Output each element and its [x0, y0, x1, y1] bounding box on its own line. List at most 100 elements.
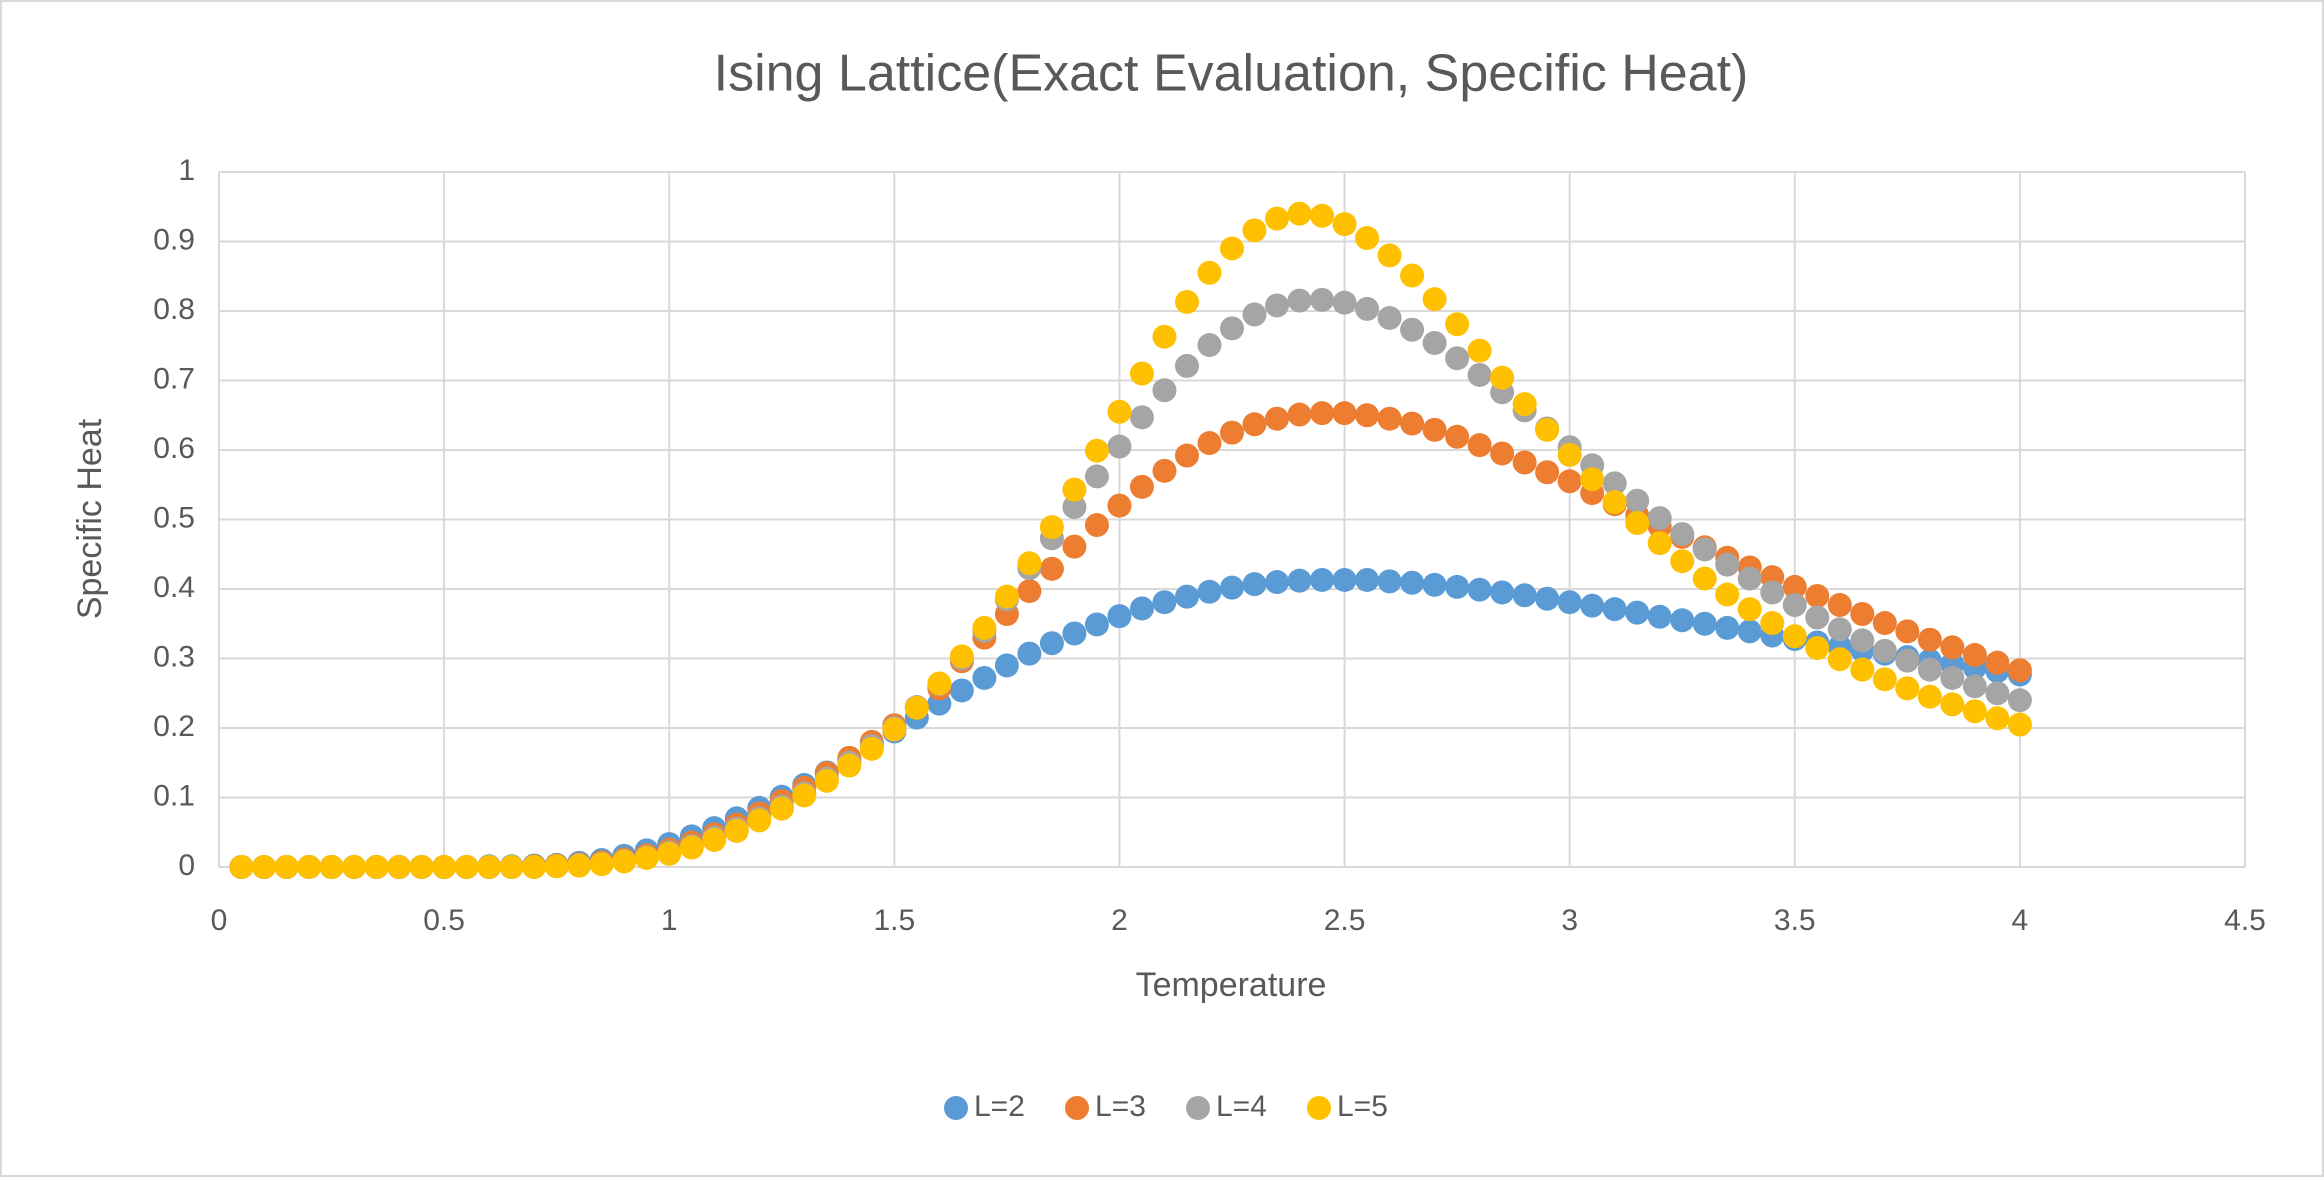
data-point — [1535, 460, 1560, 485]
data-point — [1850, 602, 1875, 627]
data-point — [1827, 617, 1852, 642]
data-point — [1782, 624, 1807, 649]
data-point — [1445, 574, 1470, 599]
legend-label: L=4 — [1216, 1090, 1267, 1123]
data-point — [1310, 287, 1335, 312]
data-point — [1265, 293, 1290, 318]
data-point — [1062, 534, 1087, 559]
data-point — [1602, 490, 1627, 515]
data-point — [1647, 604, 1672, 629]
data-point — [477, 855, 502, 879]
data-point — [1174, 443, 1199, 468]
data-point — [1580, 467, 1605, 492]
data-point — [1580, 593, 1605, 618]
data-point — [859, 736, 884, 761]
data-point — [1084, 464, 1109, 489]
data-point — [1850, 657, 1875, 682]
data-point — [229, 855, 254, 879]
data-point — [1557, 442, 1582, 467]
data-point — [2007, 712, 2032, 737]
data-point — [1355, 226, 1380, 251]
x-tick-label: 0 — [211, 904, 228, 937]
y-tick-label: 0.2 — [153, 710, 195, 743]
data-point — [1422, 330, 1447, 355]
data-point — [1039, 556, 1064, 581]
data-point — [1872, 667, 1897, 692]
data-point — [1512, 392, 1537, 417]
data-point — [567, 853, 592, 878]
data-point — [1535, 417, 1560, 442]
data-point — [1895, 676, 1920, 701]
data-point — [1512, 450, 1537, 475]
data-point — [1872, 611, 1897, 636]
data-point — [769, 796, 794, 821]
data-point — [1152, 590, 1177, 615]
data-point — [972, 615, 997, 640]
data-point — [949, 644, 974, 669]
data-point — [1017, 579, 1042, 604]
data-point — [1422, 417, 1447, 442]
y-tick-label: 0.3 — [153, 640, 195, 673]
data-point — [1377, 569, 1402, 594]
data-point — [1062, 621, 1087, 646]
data-point — [432, 855, 457, 879]
data-point — [1332, 290, 1357, 315]
data-point — [409, 855, 434, 879]
x-tick-label: 3 — [1561, 904, 1578, 937]
data-point — [1760, 611, 1785, 636]
data-point — [1422, 572, 1447, 597]
data-point — [1625, 510, 1650, 535]
data-point — [319, 855, 344, 879]
data-point — [1805, 605, 1830, 630]
x-tick-label: 0.5 — [423, 904, 465, 937]
data-point — [1467, 362, 1492, 387]
data-point — [1782, 592, 1807, 617]
data-point — [1625, 488, 1650, 513]
data-point — [882, 717, 907, 742]
data-point — [1737, 597, 1762, 622]
data-point — [274, 855, 299, 879]
data-point — [1490, 580, 1515, 605]
x-tick-label: 1 — [661, 904, 678, 937]
data-point — [1692, 566, 1717, 591]
data-point — [1557, 469, 1582, 494]
x-axis-title: Temperature — [1136, 966, 1327, 1004]
data-point — [1940, 635, 1965, 660]
data-point — [1197, 579, 1222, 604]
data-point — [1535, 586, 1560, 611]
y-tick-label: 0 — [178, 849, 195, 882]
data-point — [1129, 596, 1154, 621]
data-point — [1107, 493, 1132, 518]
data-point — [297, 855, 322, 879]
data-point — [1287, 402, 1312, 427]
data-point — [1377, 243, 1402, 268]
data-point — [1084, 438, 1109, 463]
y-tick-label: 0.4 — [153, 571, 195, 604]
data-point — [1265, 206, 1290, 231]
data-point — [1197, 260, 1222, 285]
data-point — [1174, 584, 1199, 609]
data-point — [1174, 353, 1199, 378]
data-point — [1445, 312, 1470, 337]
data-point — [1445, 424, 1470, 449]
data-point — [1174, 289, 1199, 314]
data-point — [1467, 433, 1492, 458]
data-point — [1985, 706, 2010, 731]
x-tick-label: 2.5 — [1324, 904, 1366, 937]
data-point — [1895, 648, 1920, 673]
data-point — [499, 855, 524, 879]
data-point — [1872, 638, 1897, 663]
data-point — [1692, 611, 1717, 636]
data-point — [1692, 537, 1717, 562]
data-point — [1355, 403, 1380, 428]
data-point — [1377, 305, 1402, 330]
data-point — [1152, 324, 1177, 349]
data-point — [1467, 577, 1492, 602]
data-point — [724, 818, 749, 843]
y-tick-label: 0.9 — [153, 223, 195, 256]
data-point — [1962, 674, 1987, 699]
data-point — [2007, 688, 2032, 713]
data-point — [927, 671, 952, 696]
x-tick-label: 4.5 — [2224, 904, 2266, 937]
legend-label: L=5 — [1337, 1090, 1388, 1123]
